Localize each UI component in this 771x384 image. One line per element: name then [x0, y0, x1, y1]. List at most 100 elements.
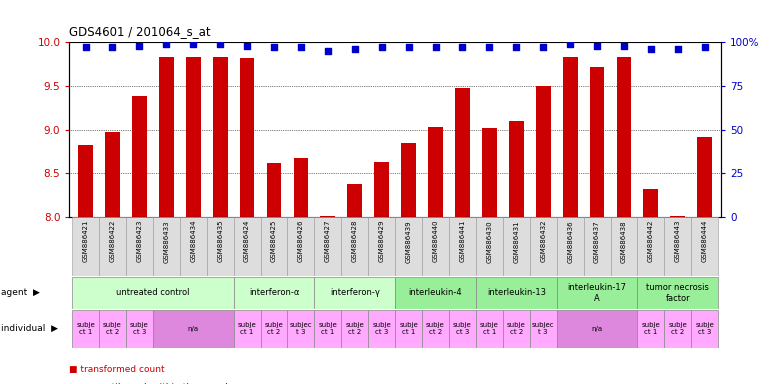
Bar — [530, 310, 557, 348]
Bar — [611, 217, 638, 276]
Bar — [294, 157, 308, 217]
Bar — [315, 277, 395, 309]
Text: subje
ct 2: subje ct 2 — [103, 322, 122, 335]
Bar — [638, 310, 665, 348]
Text: subje
ct 1: subje ct 1 — [318, 322, 337, 335]
Text: GSM886441: GSM886441 — [460, 220, 466, 262]
Text: subje
ct 1: subje ct 1 — [76, 322, 95, 335]
Bar — [530, 217, 557, 276]
Text: GDS4601 / 201064_s_at: GDS4601 / 201064_s_at — [69, 25, 211, 38]
Bar — [342, 217, 369, 276]
Bar — [240, 58, 254, 217]
Text: subje
ct 2: subje ct 2 — [264, 322, 284, 335]
Bar — [503, 310, 530, 348]
Bar — [321, 216, 335, 217]
Bar — [590, 67, 604, 217]
Point — [429, 45, 442, 51]
Text: subje
ct 3: subje ct 3 — [695, 322, 714, 335]
Bar — [671, 216, 685, 217]
Bar — [476, 310, 503, 348]
Point — [402, 45, 415, 51]
Bar — [638, 217, 665, 276]
Text: ■ percentile rank within the sample: ■ percentile rank within the sample — [69, 383, 234, 384]
Text: GSM886427: GSM886427 — [325, 220, 331, 262]
Text: GSM886442: GSM886442 — [648, 220, 654, 262]
Text: GSM886425: GSM886425 — [271, 220, 277, 262]
Text: GSM886437: GSM886437 — [594, 220, 600, 263]
Bar — [449, 217, 476, 276]
Bar — [267, 163, 281, 217]
Bar — [449, 310, 476, 348]
Text: subje
ct 3: subje ct 3 — [130, 322, 149, 335]
Point — [375, 45, 388, 51]
Text: subje
ct 3: subje ct 3 — [372, 322, 391, 335]
Text: GSM886435: GSM886435 — [217, 220, 223, 262]
Text: subje
ct 1: subje ct 1 — [480, 322, 499, 335]
Bar — [78, 145, 93, 217]
Point — [214, 41, 227, 47]
Bar — [692, 217, 719, 276]
Text: GSM886443: GSM886443 — [675, 220, 681, 262]
Text: GSM886431: GSM886431 — [513, 220, 520, 263]
Text: interleukin-13: interleukin-13 — [487, 288, 546, 298]
Point — [510, 45, 523, 51]
Text: GSM886422: GSM886422 — [109, 220, 116, 262]
Point — [79, 45, 92, 51]
Bar — [72, 310, 99, 348]
Bar — [234, 310, 261, 348]
Text: GSM886421: GSM886421 — [82, 220, 89, 262]
Bar — [105, 132, 120, 217]
Bar — [638, 277, 719, 309]
Bar — [132, 96, 146, 217]
Bar — [369, 217, 395, 276]
Point — [645, 46, 657, 52]
Text: subje
ct 3: subje ct 3 — [453, 322, 472, 335]
Bar — [476, 277, 557, 309]
Text: interleukin-4: interleukin-4 — [409, 288, 463, 298]
Text: subje
ct 2: subje ct 2 — [426, 322, 445, 335]
Bar — [665, 310, 692, 348]
Bar — [395, 277, 476, 309]
Text: GSM886440: GSM886440 — [433, 220, 439, 262]
Bar — [99, 310, 126, 348]
Bar — [503, 217, 530, 276]
Bar — [159, 57, 173, 217]
Bar — [180, 217, 207, 276]
Text: n/a: n/a — [187, 326, 199, 332]
Bar — [374, 162, 389, 217]
Text: ■ transformed count: ■ transformed count — [69, 364, 165, 374]
Bar — [428, 127, 443, 217]
Bar — [99, 217, 126, 276]
Point — [564, 41, 576, 47]
Bar — [584, 217, 611, 276]
Bar — [476, 217, 503, 276]
Bar — [563, 57, 577, 217]
Bar — [665, 217, 692, 276]
Bar — [482, 128, 497, 217]
Bar — [422, 217, 449, 276]
Bar — [369, 310, 395, 348]
Text: subje
ct 1: subje ct 1 — [237, 322, 257, 335]
Text: subje
ct 2: subje ct 2 — [345, 322, 364, 335]
Text: GSM886433: GSM886433 — [163, 220, 170, 263]
Point — [160, 41, 173, 47]
Point — [699, 45, 711, 51]
Point — [268, 45, 280, 51]
Bar — [617, 57, 631, 217]
Bar — [395, 310, 422, 348]
Text: subje
ct 1: subje ct 1 — [399, 322, 418, 335]
Bar — [348, 184, 362, 217]
Bar — [692, 310, 719, 348]
Bar — [72, 217, 99, 276]
Text: agent  ▶: agent ▶ — [1, 288, 39, 298]
Text: GSM886428: GSM886428 — [352, 220, 358, 262]
Text: subje
ct 2: subje ct 2 — [668, 322, 687, 335]
Point — [241, 43, 253, 49]
Point — [133, 43, 146, 49]
Text: GSM886436: GSM886436 — [567, 220, 573, 263]
Text: subjec
t 3: subjec t 3 — [532, 322, 554, 335]
Bar — [644, 189, 658, 217]
Text: n/a: n/a — [591, 326, 603, 332]
Point — [322, 48, 334, 54]
Point — [348, 46, 361, 52]
